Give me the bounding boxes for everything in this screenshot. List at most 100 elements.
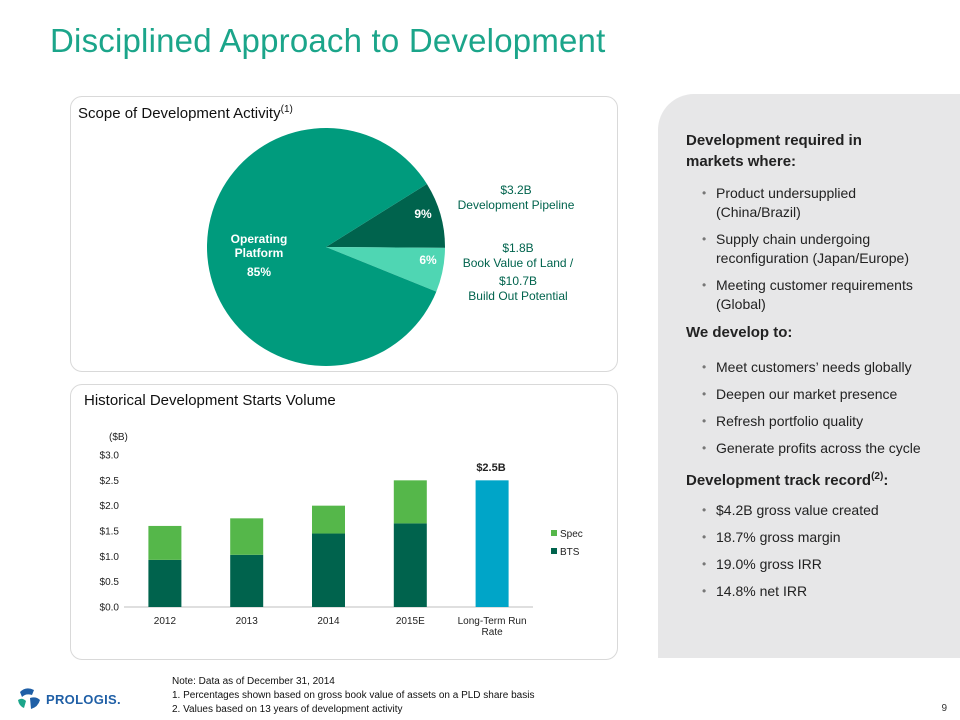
y-tick-label: $0.5 [100,577,120,588]
y-tick-label: $2.0 [100,501,120,512]
list-item-text: Meet customers’ needs globally [716,359,912,375]
list-item-line2: (China/Brazil) [716,204,801,220]
bullet-icon: • [702,278,707,292]
pie-label-operating-pct: 85% [247,265,271,279]
pie-slice-pipeline [326,183,445,248]
heading-markets-line1: Development required in [686,132,862,149]
list-item-line1: Meeting customer requirements [716,277,913,293]
x-tick-label: 2012 [154,616,177,627]
bar-chart-unit: ($B) [109,432,128,443]
y-tick-label: $1.5 [100,527,120,538]
list-item-text: 14.8% net IRR [716,583,808,599]
footnote-line: 2. Values based on 13 years of developme… [172,704,403,715]
callout-buildout-value: $10.7B [499,274,537,288]
bar-bts-0 [148,559,182,607]
list-item-line1: Product undersupplied [716,185,857,201]
x-tick-label: Rate [482,627,504,638]
globe-icon [16,686,40,710]
list-item: • Meet customers’ needs globally [702,358,921,377]
y-tick-label: $1.0 [100,552,120,563]
list-item-text: 19.0% gross IRR [716,556,822,572]
list-item-line1: Supply chain undergoing [716,231,871,247]
bar-run-rate-4 [475,480,509,607]
heading-markets: Development required in markets where: [686,130,862,172]
callout-buildout-label: Build Out Potential [468,289,567,303]
callout-land-value: $1.8B [502,241,533,255]
heading-track-record-suffix: : [883,472,889,489]
footnote-line: Note: Data as of December 31, 2014 [172,676,335,687]
bullet-icon: • [702,503,707,517]
x-tick-label: Long-Term Run [458,616,527,627]
bar-spec-1 [230,518,264,555]
legend-swatch-bts [551,548,557,554]
bullet-icon: • [702,186,707,200]
y-ticks: $0.0 $0.5 $1.0 $1.5 $2.0 $2.5 $3.0 [100,451,120,614]
development-summary-panel: Development required in markets where: •… [658,94,960,658]
pie-panel-title: Scope of Development Activity(1) [78,104,293,122]
pie-label-operating-2: Platform [235,246,284,260]
markets-list: • Product undersupplied (China/Brazil) • Su… [702,184,913,322]
callout-pipeline-value: $3.2B [500,183,531,197]
legend-label-bts: BTS [560,547,580,558]
heading-develop: We develop to: [686,324,793,341]
list-item: • 14.8% net IRR [702,582,879,601]
heading-track-record-sup: (2) [871,471,884,482]
list-item: • $4.2B gross value created [702,501,879,520]
page-number: 9 [941,703,947,714]
callout-land-label: Book Value of Land / [463,256,574,270]
bullet-icon: • [702,557,707,571]
pie-label-pipeline-pct: 9% [414,207,432,221]
pie-slice-operating [207,127,437,367]
bar-bts-2 [312,533,345,607]
legend-swatch-spec [551,530,557,536]
list-item: • Deepen our market presence [702,385,921,404]
pie-panel-title-sup: (1) [280,104,293,115]
callout-pipeline-label: Development Pipeline [458,198,575,212]
pie-slice-land [326,247,445,292]
bar-bts-1 [230,554,264,607]
bullet-icon: • [702,414,707,428]
list-item-line2: (Global) [716,296,766,312]
bullet-icon: • [702,441,707,455]
list-item: • 19.0% gross IRR [702,555,879,574]
heading-track-record-text: Development track record [686,472,872,489]
list-item: • Supply chain undergoing reconfiguration … [702,230,913,268]
y-tick-label: $3.0 [100,451,120,462]
bars [148,480,509,607]
logo-text: PROLOGIS. [46,692,121,707]
pie-panel-title-text: Scope of Development Activity [78,105,281,122]
bar-panel-title: Historical Development Starts Volume [84,392,336,409]
list-item: • Product undersupplied (China/Brazil) [702,184,913,222]
highlight-label: $2.5B [476,462,505,474]
legend-label-spec: Spec [560,529,583,540]
page-title: Disciplined Approach to Development [50,22,606,59]
footnotes: Note: Data as of December 31, 2014 1. Pe… [172,675,534,717]
bar-spec-2 [312,505,345,534]
heading-markets-line2: markets where: [686,153,797,170]
list-item-text: Deepen our market presence [716,386,898,402]
list-item-text: 18.7% gross margin [716,529,841,545]
bullet-icon: • [702,232,707,246]
list-item: • Generate profits across the cycle [702,439,921,458]
x-tick-label: 2014 [317,616,340,627]
y-tick-label: $0.0 [100,603,120,614]
bullet-icon: • [702,530,707,544]
bullet-icon: • [702,360,707,374]
track-record-list: • $4.2B gross value created • 18.7% gross … [702,501,879,609]
list-item-text: Refresh portfolio quality [716,413,864,429]
bar-bts-3 [393,523,427,607]
heading-track-record: Development track record(2): [686,466,888,491]
list-item-text: $4.2B gross value created [716,502,879,518]
bar-spec-0 [148,525,182,560]
bullet-icon: • [702,584,707,598]
pie-slices [207,127,445,367]
list-item: • Refresh portfolio quality [702,412,921,431]
y-tick-label: $2.5 [100,476,120,487]
pie-label-land-pct: 6% [419,253,437,267]
list-item-line2: reconfiguration (Japan/Europe) [716,250,910,266]
list-item: • 18.7% gross margin [702,528,879,547]
pie-label-operating-1: Operating [231,232,288,246]
